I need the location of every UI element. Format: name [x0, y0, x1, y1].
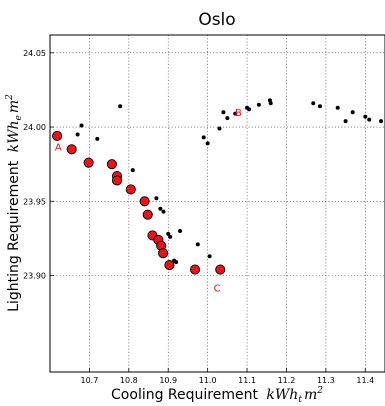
x-tick-label: 11.0 — [199, 376, 217, 385]
x-tick-label: 11.1 — [238, 376, 256, 385]
black-data-point — [75, 132, 80, 137]
black-data-point — [207, 254, 212, 259]
x-tick-label: 10.7 — [81, 376, 99, 385]
x-tick-label: 10.9 — [159, 376, 177, 385]
black-data-point — [79, 123, 84, 128]
black-data-point — [350, 110, 355, 115]
black-data-point — [195, 242, 200, 247]
black-data-point — [317, 104, 322, 109]
black-data-point — [205, 141, 210, 146]
x-axis-unit: kWh — [266, 387, 298, 403]
black-data-point — [343, 119, 348, 124]
x-axis-unit-subscript: t — [298, 395, 302, 405]
plot-area-frame — [49, 34, 385, 373]
red-data-point — [52, 130, 63, 142]
point-label-b: B — [235, 108, 242, 119]
red-data-point — [83, 157, 94, 168]
black-data-point — [217, 126, 222, 131]
x-tick-labels: 10.7 10.8 10.9 11.0 11.1 11.2 11.3 11.4 — [81, 376, 375, 385]
black-data-point — [154, 196, 159, 201]
red-data-point — [106, 159, 117, 170]
black-point-series — [75, 98, 384, 265]
y-tick-labels: 23.90 23.95 24.00 24.05 — [23, 49, 46, 281]
black-data-point — [158, 206, 163, 211]
black-data-point — [174, 260, 179, 265]
y-tick-label: 23.90 — [23, 272, 46, 281]
black-data-point — [161, 209, 166, 214]
black-data-point — [178, 228, 183, 233]
x-tick-label: 11.3 — [317, 376, 335, 385]
black-data-point — [367, 117, 372, 122]
black-data-point — [221, 110, 226, 115]
red-data-point — [111, 175, 123, 186]
chart-title: Oslo — [198, 10, 235, 30]
y-tick-label: 23.95 — [23, 197, 46, 206]
point-label-a: A — [55, 142, 62, 153]
y-axis-unit-subscript: e — [14, 115, 24, 120]
black-data-point — [118, 104, 123, 109]
red-data-point — [139, 196, 150, 207]
black-data-point — [166, 231, 171, 236]
x-axis-unit-area: m — [304, 387, 317, 403]
x-axis-unit-superscript: 2 — [316, 386, 323, 396]
y-axis-unit-superscript: 2 — [5, 94, 15, 101]
red-data-point — [125, 184, 136, 195]
x-tick-label: 10.8 — [120, 376, 138, 385]
black-data-point — [233, 111, 238, 116]
black-data-point — [256, 102, 261, 107]
red-point-series — [52, 130, 226, 275]
black-data-point — [130, 168, 135, 173]
black-data-point — [95, 136, 100, 141]
point-annotations: A B C — [55, 108, 242, 294]
black-data-point — [379, 119, 384, 124]
y-axis-label: Lighting Requirement kWhem2 — [5, 94, 24, 312]
grid-lines — [50, 35, 385, 372]
red-data-point — [164, 260, 175, 271]
red-data-point — [189, 264, 201, 275]
y-tick-label: 24.05 — [23, 49, 46, 58]
point-label-c: C — [214, 283, 221, 294]
y-tick-label: 24.00 — [23, 123, 46, 132]
black-data-point — [363, 114, 368, 119]
y-axis-unit: kWh — [6, 120, 22, 152]
black-data-point — [168, 234, 173, 239]
red-data-point — [142, 209, 153, 220]
black-data-point — [268, 101, 273, 106]
black-data-point — [247, 107, 252, 112]
black-data-point — [311, 101, 316, 106]
x-axis-label-text: Cooling Requirement — [111, 387, 258, 403]
x-tick-label: 11.4 — [356, 376, 374, 385]
black-data-point — [335, 105, 340, 110]
black-data-point — [225, 116, 230, 121]
x-tick-label: 11.2 — [278, 376, 296, 385]
red-data-point — [66, 144, 77, 155]
black-data-point — [201, 135, 206, 140]
y-axis-label-text: Lighting Requirement — [6, 160, 22, 312]
red-data-point — [158, 248, 169, 259]
red-data-point — [215, 264, 226, 275]
x-axis-label: Cooling Requirement kWht m2 — [111, 386, 323, 405]
y-axis-unit-area: m — [6, 100, 22, 113]
